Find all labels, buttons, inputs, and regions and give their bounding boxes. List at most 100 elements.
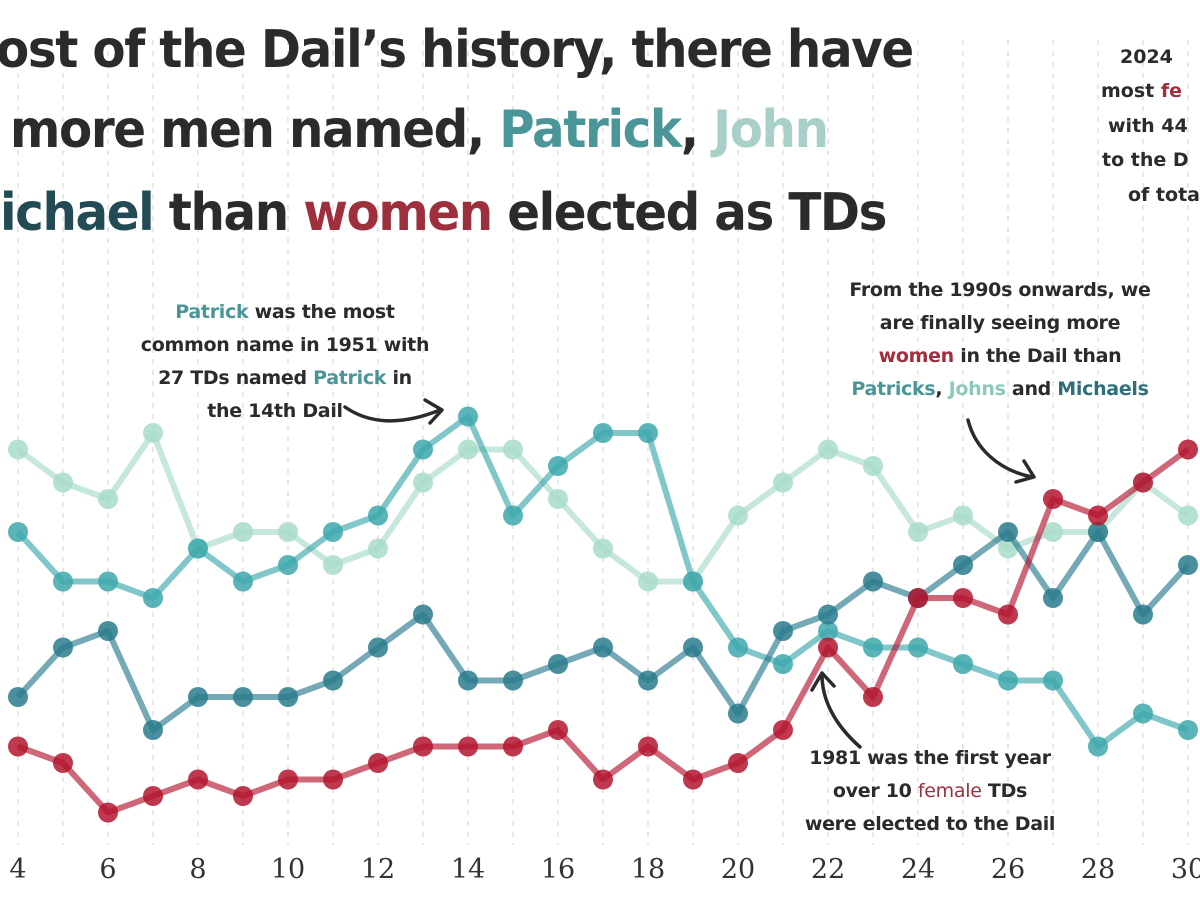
data-point-women	[908, 588, 928, 608]
data-point-women	[188, 769, 208, 790]
data-point-patrick	[998, 670, 1018, 691]
data-point-patrick	[638, 423, 658, 443]
data-point-women	[728, 753, 748, 773]
data-point-women	[998, 604, 1018, 625]
data-point-women	[863, 687, 883, 707]
data-point-women	[53, 753, 73, 773]
x-tick-label: 6	[99, 854, 116, 885]
data-point-women	[98, 802, 118, 823]
data-point-michael	[728, 703, 748, 724]
data-point-john	[143, 423, 163, 443]
data-point-michael	[188, 687, 208, 707]
x-tick-label: 30	[1171, 854, 1200, 885]
title-line-2: more men named, Patrick, John	[10, 100, 829, 160]
data-point-john	[863, 456, 883, 476]
data-point-patrick	[863, 637, 883, 658]
data-point-michael	[593, 637, 613, 658]
data-point-patrick	[368, 505, 388, 526]
ann-text: in the Dail than	[953, 345, 1122, 367]
data-point-women	[818, 637, 838, 658]
data-point-michael	[458, 670, 478, 691]
data-point-john	[638, 571, 658, 592]
data-point-michael	[143, 720, 163, 740]
data-point-john	[1043, 522, 1063, 542]
title-line-3: ichael than women elected as TDs	[0, 183, 887, 243]
data-point-john	[53, 472, 73, 493]
ann-female: female	[917, 780, 982, 802]
data-point-michael	[863, 571, 883, 592]
ann-text: TDs	[981, 780, 1028, 802]
annotation-arrows	[343, 398, 1036, 749]
title-text: elected as TDs	[491, 183, 887, 243]
x-tick-label: 18	[631, 854, 665, 885]
series-michael	[8, 522, 1198, 740]
x-tick-label: 8	[189, 854, 206, 885]
data-point-women	[1043, 489, 1063, 509]
ann-michaels: Michaels	[1057, 378, 1149, 400]
data-point-michael	[998, 522, 1018, 542]
data-point-patrick	[1088, 736, 1108, 757]
data-point-patrick	[8, 522, 28, 542]
x-tick-label: 28	[1081, 854, 1115, 885]
ann-text: of tota	[1128, 184, 1200, 206]
data-point-patrick	[908, 637, 928, 658]
x-axis-ticks: 4 6 8 10 12 14 16 18 20 22 24 26 28 30	[9, 854, 1200, 885]
data-point-john	[8, 439, 28, 460]
data-point-women	[1178, 439, 1198, 460]
title-text: ,	[680, 100, 714, 160]
ann-patrick: Patrick	[313, 367, 387, 389]
ann-text: to the D	[1102, 149, 1189, 171]
ann-text: 1981 was the first year	[809, 747, 1051, 769]
data-point-michael	[503, 670, 523, 691]
x-tick-label: 16	[541, 854, 575, 885]
x-tick-label: 10	[271, 854, 305, 885]
data-point-patrick	[503, 505, 523, 526]
data-point-patrick	[593, 423, 613, 443]
data-point-michael	[233, 687, 253, 707]
ann-text: and	[1005, 378, 1058, 400]
ann-text: are finally seeing more	[879, 312, 1121, 334]
data-point-patrick	[188, 538, 208, 559]
x-tick-label: 24	[901, 854, 935, 885]
data-point-john	[278, 522, 298, 542]
title-text: more men named,	[10, 100, 500, 160]
data-point-patrick	[278, 555, 298, 575]
title-patrick: Patrick	[499, 100, 682, 160]
title-michael: ichael	[0, 183, 155, 243]
ann-text: with 44	[1108, 115, 1188, 137]
ann-text: From the 1990s onwards, we	[849, 279, 1151, 301]
data-point-john	[503, 439, 523, 460]
data-point-women	[233, 786, 253, 806]
annotation-first-ten: 1981 was the first year over 10 female T…	[770, 742, 1090, 841]
data-point-john	[233, 522, 253, 542]
x-tick-label: 14	[451, 854, 485, 885]
data-point-michael	[1178, 555, 1198, 575]
ann-text: ,	[935, 378, 949, 400]
data-point-john	[458, 439, 478, 460]
data-point-michael	[323, 670, 343, 691]
ann-text: over 10	[832, 780, 918, 802]
data-point-patrick	[233, 571, 253, 592]
data-point-patrick	[413, 439, 433, 460]
data-point-michael	[683, 637, 703, 658]
first-ten-arrow-icon	[810, 671, 862, 749]
data-point-john	[413, 472, 433, 493]
data-point-michael	[1133, 604, 1153, 625]
data-point-john	[593, 538, 613, 559]
data-point-john	[728, 505, 748, 526]
ann-text: 2024	[1120, 46, 1173, 68]
series-women	[8, 439, 1198, 823]
ann-patrick: Patrick	[175, 301, 249, 323]
data-point-women	[143, 786, 163, 806]
data-point-patrick	[548, 456, 568, 476]
data-point-women	[1133, 472, 1153, 493]
data-point-patrick	[683, 571, 703, 592]
x-tick-label: 12	[361, 854, 395, 885]
data-point-patrick	[818, 621, 838, 641]
data-point-michael	[1043, 588, 1063, 608]
data-point-michael	[1088, 522, 1108, 542]
ann-text: most	[1101, 80, 1161, 102]
data-point-michael	[638, 670, 658, 691]
series-lines	[8, 406, 1198, 823]
